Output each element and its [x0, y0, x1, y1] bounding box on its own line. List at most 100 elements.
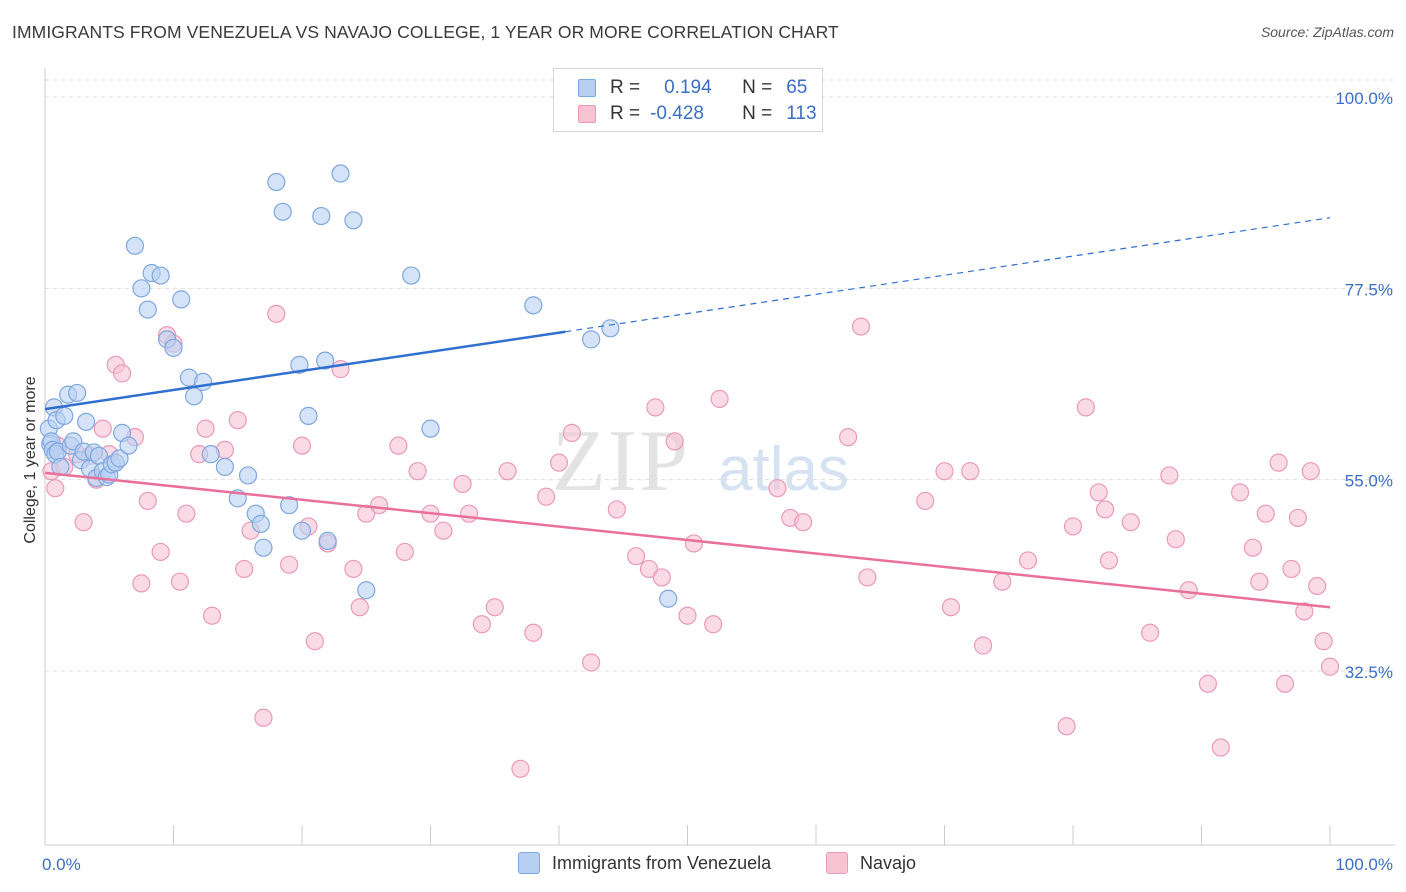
point-venezuela — [215, 457, 234, 477]
point-venezuela — [193, 372, 213, 391]
bottom-legend-swatch-pink — [826, 852, 848, 874]
point-navajo — [1018, 551, 1038, 570]
point-navajo — [607, 500, 626, 519]
point-navajo — [292, 436, 312, 455]
point-venezuela — [312, 206, 331, 226]
point-navajo — [1230, 483, 1250, 502]
y-tick-label: 55.0% — [1345, 472, 1393, 491]
point-navajo — [851, 317, 871, 336]
point-navajo — [549, 453, 569, 472]
point-navajo — [1256, 504, 1275, 523]
point-navajo — [305, 632, 324, 651]
point-navajo — [1250, 572, 1269, 591]
point-venezuela — [119, 436, 138, 455]
bottom-legend-navajo: Navajo — [826, 852, 916, 874]
point-venezuela — [357, 581, 376, 600]
point-navajo — [1099, 551, 1119, 570]
point-navajo — [498, 462, 517, 481]
point-navajo — [524, 623, 543, 642]
trend-line-navajo — [44, 471, 1331, 609]
point-venezuela — [421, 419, 440, 438]
point-venezuela — [251, 514, 270, 533]
point-navajo — [138, 491, 157, 511]
point-navajo — [678, 606, 697, 625]
point-navajo — [459, 504, 479, 523]
point-navajo — [485, 598, 504, 617]
point-venezuela — [110, 449, 129, 468]
point-navajo — [665, 432, 684, 451]
point-venezuela — [318, 531, 337, 550]
point-navajo — [1179, 581, 1198, 600]
legend-r-label: R = — [610, 77, 641, 98]
legend-row-venezuela: R = 0.194 N = 65 — [578, 76, 807, 100]
bottom-legend-label: Immigrants from Venezuela — [552, 852, 772, 873]
point-navajo — [562, 423, 581, 442]
x-tick-label-max: 100.0% — [1335, 855, 1393, 874]
stats-legend: R = 0.194 N = 65 R = -0.428 N = 113 — [553, 68, 823, 132]
point-navajo — [280, 555, 299, 574]
source-label: Source: ZipAtlas.com — [1260, 24, 1394, 40]
point-venezuela — [280, 496, 299, 515]
y-axis-label: College, 1 year or more — [22, 376, 39, 544]
point-venezuela — [402, 266, 421, 285]
point-navajo — [389, 436, 408, 455]
legend-r-value: 0.194 — [664, 77, 712, 98]
point-navajo — [511, 759, 530, 778]
bottom-legend-venezuela: Immigrants from Venezuela — [518, 852, 771, 874]
point-navajo — [1166, 530, 1185, 549]
point-navajo — [74, 513, 93, 532]
point-venezuela — [344, 211, 363, 230]
point-navajo — [582, 653, 601, 672]
point-navajo — [132, 574, 151, 593]
point-navajo — [1295, 602, 1314, 621]
point-navajo — [151, 542, 170, 562]
point-navajo — [267, 304, 286, 323]
point-venezuela — [273, 202, 292, 221]
point-navajo — [46, 479, 65, 498]
point-navajo — [202, 606, 222, 625]
point-navajo — [1275, 674, 1295, 693]
point-navajo — [626, 547, 646, 566]
point-navajo — [235, 559, 254, 579]
bottom-legend-label: Navajo — [860, 852, 917, 873]
point-navajo — [1288, 508, 1307, 528]
point-navajo — [434, 521, 453, 540]
point-navajo — [646, 398, 665, 417]
chart-title: IMMIGRANTS FROM VENEZUELA VS NAVAJO COLL… — [12, 22, 839, 42]
point-navajo — [839, 428, 858, 447]
point-venezuela — [582, 330, 601, 349]
point-navajo — [794, 513, 813, 532]
point-navajo — [1269, 453, 1288, 472]
point-navajo — [228, 411, 247, 430]
point-navajo — [935, 462, 954, 481]
point-venezuela — [164, 338, 183, 357]
point-venezuela — [68, 383, 87, 403]
point-navajo — [408, 462, 427, 481]
point-navajo — [704, 615, 723, 634]
point-venezuela — [201, 445, 220, 464]
point-navajo — [1308, 576, 1327, 596]
point-navajo — [177, 504, 196, 523]
point-navajo — [652, 568, 671, 587]
point-navajo — [684, 534, 704, 553]
point-navajo — [1243, 538, 1263, 557]
legend-n-value: 65 — [786, 77, 808, 98]
point-navajo — [537, 487, 556, 506]
trend-line-venezuela — [44, 330, 566, 411]
legend-n-label: N = — [742, 77, 773, 98]
point-navajo — [350, 598, 369, 617]
point-venezuela — [292, 521, 312, 540]
point-navajo — [1089, 483, 1108, 502]
y-tick-label: 100.0% — [1335, 89, 1393, 108]
point-navajo — [1121, 513, 1140, 532]
point-navajo — [858, 568, 877, 587]
point-navajo — [1198, 674, 1218, 693]
point-navajo — [344, 559, 363, 579]
point-venezuela — [238, 466, 258, 485]
legend-r-label: R = — [610, 103, 641, 124]
y-tick-label: 32.5% — [1345, 663, 1393, 682]
point-venezuela — [132, 279, 151, 298]
point-venezuela — [151, 266, 170, 285]
x-tick-label-min: 0.0% — [42, 855, 81, 874]
